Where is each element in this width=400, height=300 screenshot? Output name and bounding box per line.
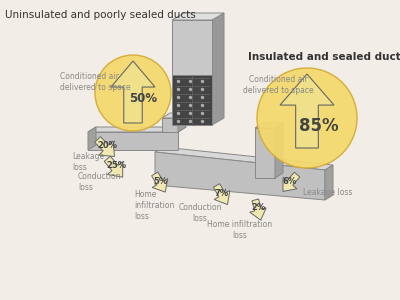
- Text: Conditioned air
delivered to space: Conditioned air delivered to space: [243, 75, 313, 95]
- Text: Conditioned air
delivered to space: Conditioned air delivered to space: [60, 72, 131, 92]
- Polygon shape: [172, 20, 212, 75]
- Text: Conduction
loss: Conduction loss: [178, 203, 222, 223]
- Polygon shape: [172, 13, 224, 20]
- Text: Insulated and sealed ducts: Insulated and sealed ducts: [248, 52, 400, 62]
- Text: 7%: 7%: [215, 188, 229, 197]
- Polygon shape: [95, 137, 114, 157]
- Text: Leakage loss: Leakage loss: [303, 188, 352, 197]
- Polygon shape: [162, 118, 178, 132]
- Text: 6%: 6%: [283, 176, 297, 185]
- Polygon shape: [111, 61, 155, 123]
- Polygon shape: [172, 75, 212, 125]
- Polygon shape: [152, 172, 168, 192]
- Text: Uninsulated and poorly sealed ducts: Uninsulated and poorly sealed ducts: [5, 10, 196, 20]
- Polygon shape: [155, 152, 325, 200]
- Text: Conduction
loss: Conduction loss: [78, 172, 122, 192]
- Text: 85%: 85%: [299, 117, 339, 135]
- Polygon shape: [213, 184, 230, 205]
- Polygon shape: [275, 123, 283, 178]
- Polygon shape: [280, 74, 334, 148]
- Polygon shape: [212, 13, 224, 125]
- Polygon shape: [88, 127, 96, 150]
- Polygon shape: [283, 172, 300, 191]
- Polygon shape: [255, 128, 275, 178]
- Circle shape: [95, 55, 171, 131]
- Polygon shape: [88, 127, 186, 132]
- Circle shape: [257, 68, 357, 168]
- Polygon shape: [250, 199, 266, 220]
- Polygon shape: [178, 113, 186, 132]
- Text: Home infiltration
loss: Home infiltration loss: [208, 220, 272, 240]
- Polygon shape: [104, 156, 123, 177]
- Text: 25%: 25%: [106, 161, 126, 170]
- Polygon shape: [88, 132, 178, 150]
- Polygon shape: [162, 113, 186, 118]
- Text: Leakage
loss: Leakage loss: [72, 152, 104, 172]
- Text: Home
infiltration
loss: Home infiltration loss: [134, 190, 174, 221]
- Text: 50%: 50%: [129, 92, 157, 106]
- Polygon shape: [255, 123, 283, 128]
- Text: 2%: 2%: [251, 203, 265, 212]
- Polygon shape: [325, 165, 333, 200]
- Polygon shape: [155, 147, 333, 170]
- Text: 5%: 5%: [153, 176, 167, 185]
- Text: 20%: 20%: [97, 142, 117, 151]
